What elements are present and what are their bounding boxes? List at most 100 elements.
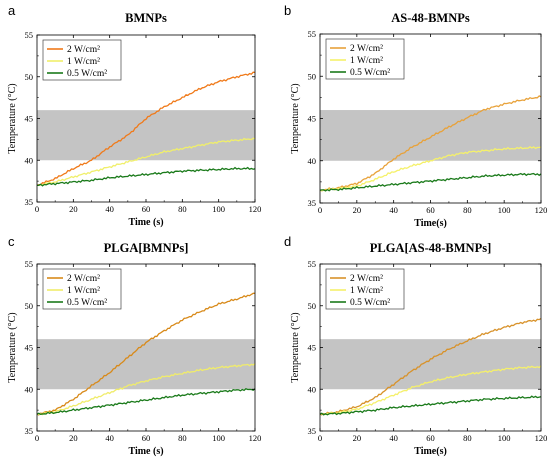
legend-label-0: 2 W/cm² [350,274,383,284]
temperature-band [320,110,541,161]
legend-label-1: 1 W/cm² [350,56,383,66]
x-tick-label: 40 [389,205,398,215]
y-axis-label: Temperature (°C) [7,312,18,382]
x-tick-label: 60 [142,204,151,214]
y-tick-label: 40 [308,384,317,394]
y-tick-label: 40 [25,155,34,165]
y-tick-label: 45 [308,114,317,124]
series-line-2 [319,395,542,416]
x-tick-label: 40 [105,433,114,443]
x-tick-label: 0 [35,433,39,443]
panel-letter: c [8,234,15,249]
legend-label-2: 0.5 W/cm² [350,298,390,308]
y-tick-label: 55 [25,259,34,269]
y-tick-label: 40 [308,156,317,166]
series-line-2 [37,166,256,187]
x-tick-label: 0 [35,204,39,214]
x-tick-label: 20 [353,205,362,215]
x-tick-label: 100 [212,204,225,214]
x-tick-label: 40 [389,433,398,443]
chart-title: BMNPs [125,11,167,25]
series-line-0 [36,292,255,416]
panel-letter: b [284,3,291,18]
x-tick-label: 60 [426,205,435,215]
series-line-1 [319,365,542,416]
x-tick-label: 100 [498,205,511,215]
x-tick-label: 0 [318,205,322,215]
y-tick-label: 45 [25,114,34,124]
y-tick-label: 35 [308,198,317,208]
x-tick-label: 120 [535,433,548,443]
series-line-0 [36,71,256,186]
legend: 2 W/cm² 1 W/cm² 0.5 W/cm² [325,268,405,310]
y-tick-label: 45 [25,343,34,353]
x-tick-label: 20 [353,433,362,443]
x-axis-label: Time (s) [128,217,163,228]
x-tick-label: 20 [69,204,78,214]
chart-panel-d: d PLGA[AS-48-BMNPs] 35 40 45 50 55 0 20 40 60 80 100… [284,234,547,457]
x-axis-label: Time(s) [414,218,447,229]
x-tick-label: 80 [178,433,187,443]
x-tick-label: 120 [249,433,262,443]
x-tick-label: 60 [142,433,151,443]
legend: 2 W/cm² 1 W/cm² 0.5 W/cm² [42,39,122,81]
x-axis-label: Time (s) [128,446,163,457]
x-tick-label: 80 [178,204,187,214]
y-tick-label: 35 [25,197,34,207]
y-tick-label: 50 [308,301,317,311]
x-tick-label: 20 [69,433,78,443]
y-tick-label: 55 [308,29,317,39]
y-tick-label: 50 [25,72,34,82]
legend-label-0: 2 W/cm² [67,45,100,55]
y-axis-label: Temperature (°C) [290,83,301,153]
legend-label-2: 0.5 W/cm² [350,68,390,78]
chart-panel-b: b AS-48-BMNPs 35 40 45 50 55 0 20 40 60 80 100 120 Tim… [284,3,547,229]
y-tick-label: 55 [308,259,317,269]
y-tick-label: 55 [25,30,34,40]
x-tick-label: 60 [426,433,435,443]
chart-title: PLGA[AS-48-BMNPs] [370,241,492,255]
series-line-0 [319,95,542,192]
y-axis-label: Temperature (°C) [7,83,18,153]
legend: 2 W/cm² 1 W/cm² 0.5 W/cm² [42,268,122,310]
x-tick-label: 120 [249,204,262,214]
series-line-2 [319,172,542,192]
series-line-2 [36,388,256,415]
chart-title: PLGA[BMNPs] [104,241,189,255]
legend-label-2: 0.5 W/cm² [67,69,107,79]
y-axis-label: Temperature (°C) [290,312,301,382]
legend-label-2: 0.5 W/cm² [67,298,107,308]
x-tick-label: 80 [463,433,472,443]
x-tick-label: 100 [212,433,225,443]
series-line-1 [36,137,256,187]
panel-letter: d [284,234,291,249]
legend-label-1: 1 W/cm² [67,286,100,296]
legend-label-0: 2 W/cm² [67,274,100,284]
chart-title: AS-48-BMNPs [391,11,470,25]
y-tick-label: 40 [25,384,34,394]
chart-panel-a: a BMNPs 35 40 45 50 55 0 20 40 60 80 100 120 Time (s) T… [7,3,261,228]
legend-label-1: 1 W/cm² [350,286,383,296]
temperature-band [320,339,541,390]
x-axis-label: Time(s) [414,446,447,457]
panel-letter: a [8,3,16,18]
x-tick-label: 80 [463,205,472,215]
x-tick-label: 0 [318,433,322,443]
temperature-band [37,110,255,161]
series-line-1 [36,363,256,416]
y-tick-label: 50 [308,71,317,81]
series-line-0 [319,317,542,416]
y-tick-label: 50 [25,301,34,311]
x-tick-label: 120 [535,205,548,215]
chart-panel-c: c PLGA[BMNPs] 35 40 45 50 55 0 20 40 60 80 100 120 Tim… [7,234,261,457]
y-tick-label: 45 [308,343,317,353]
x-tick-label: 100 [498,433,511,443]
temperature-band [37,339,255,390]
x-tick-label: 40 [105,204,114,214]
legend-label-0: 2 W/cm² [350,44,383,54]
legend: 2 W/cm² 1 W/cm² 0.5 W/cm² [325,38,405,80]
y-tick-label: 35 [308,426,317,436]
y-tick-label: 35 [25,426,34,436]
legend-label-1: 1 W/cm² [67,57,100,67]
